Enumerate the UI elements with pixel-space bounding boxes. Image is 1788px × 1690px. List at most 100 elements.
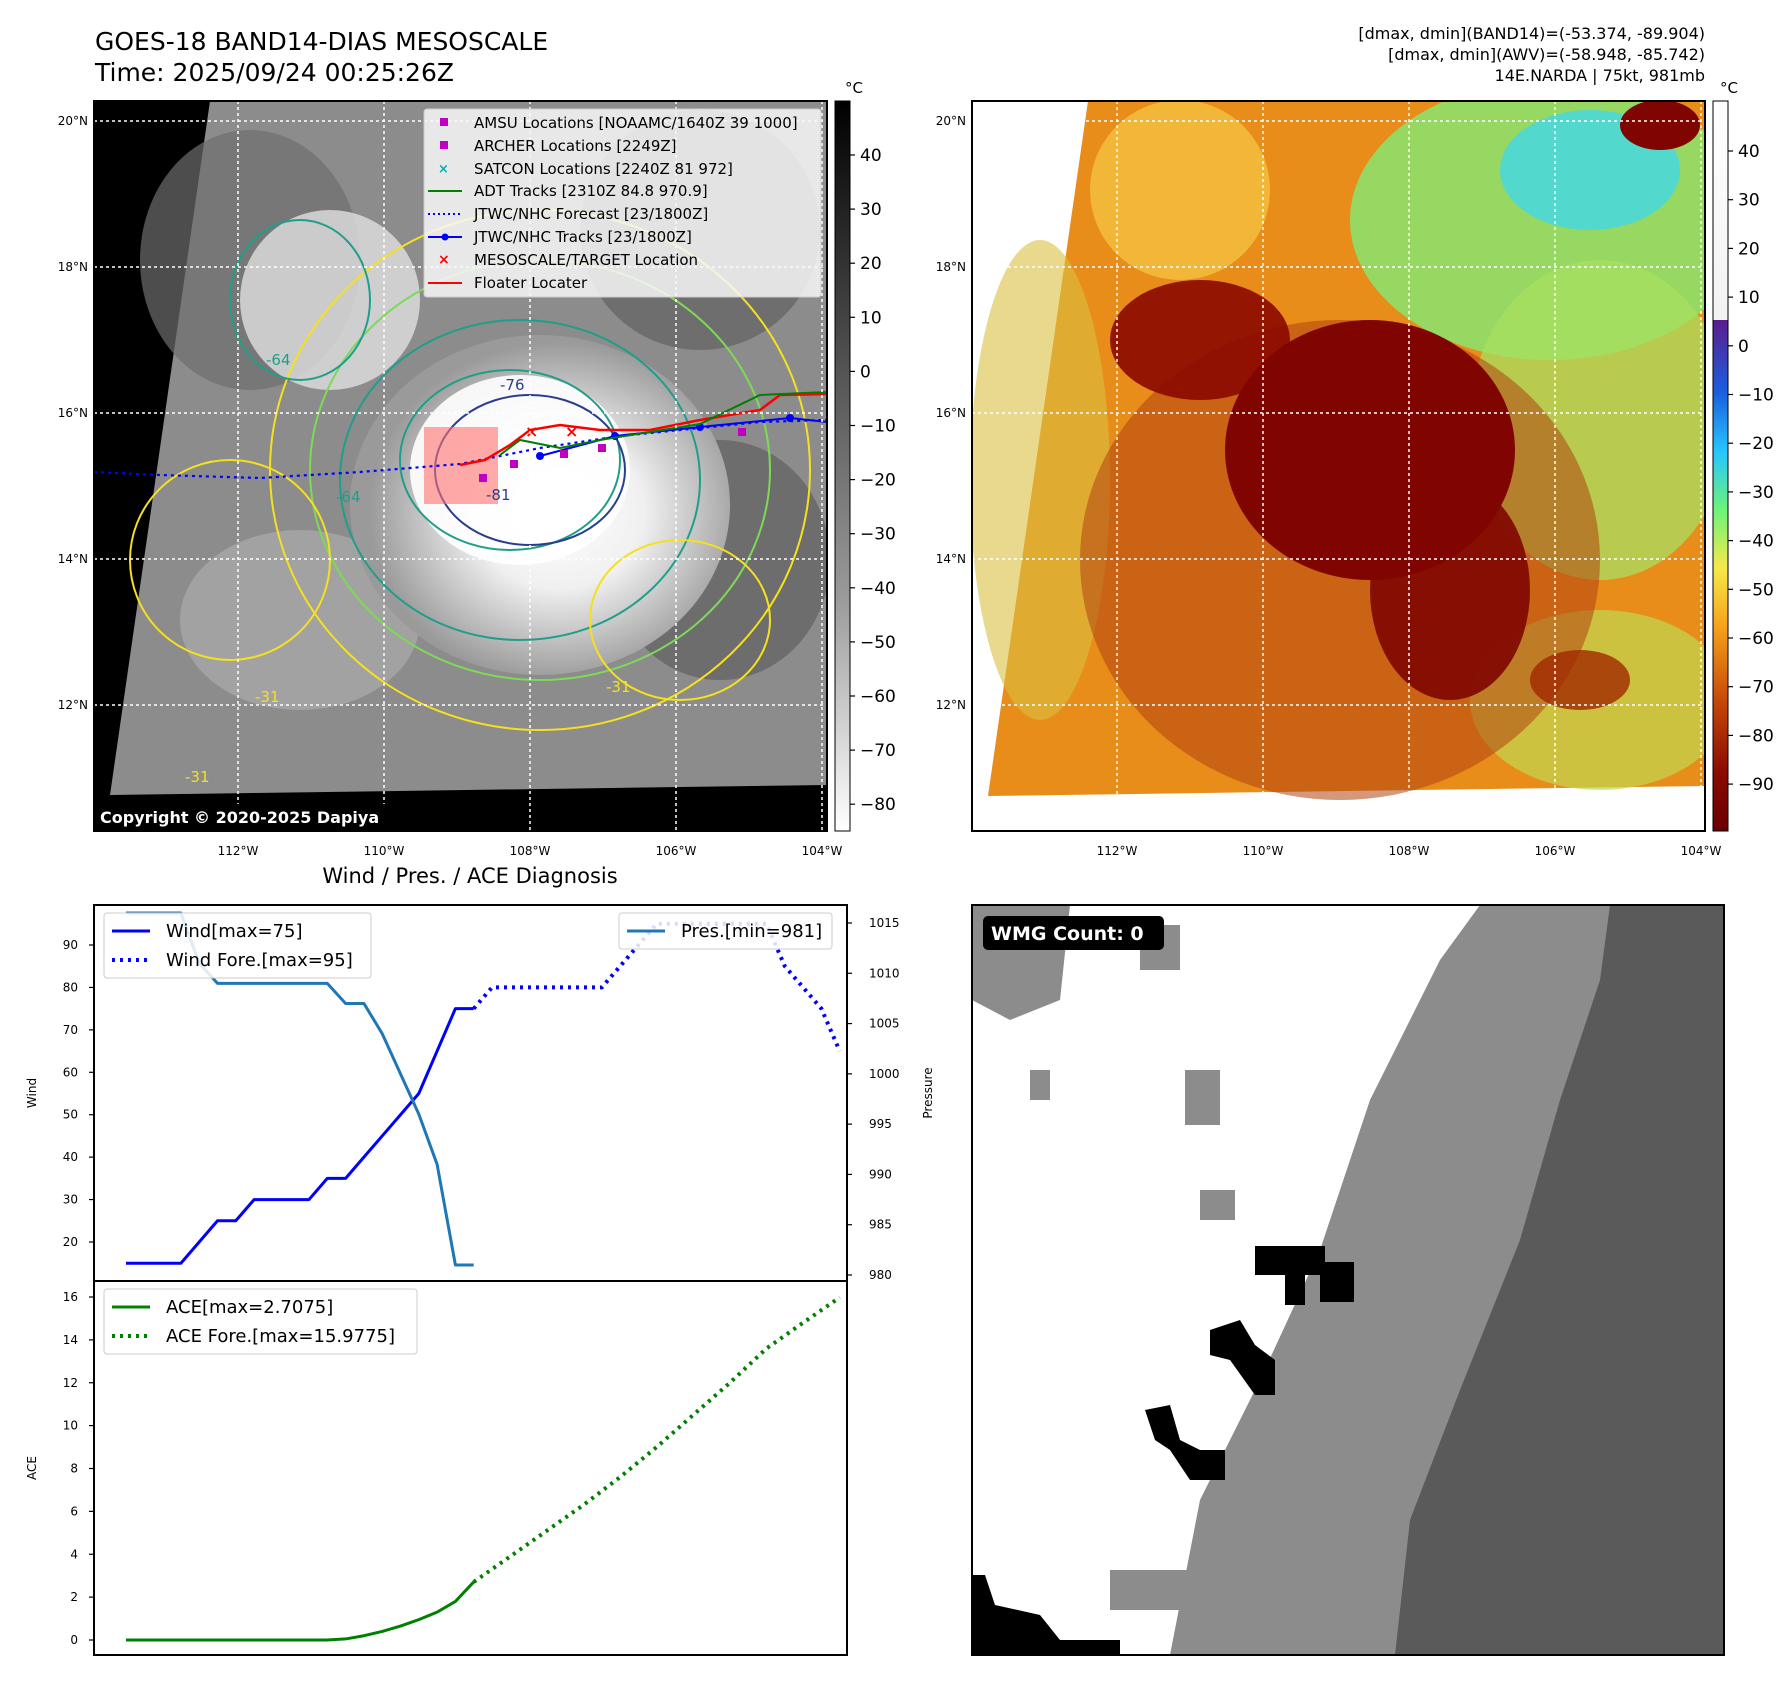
pressure-ylabel: Pressure [921,1067,935,1118]
awv-lat-14: 14°N [936,552,966,566]
legend-wind-fore: Wind Fore.[max=95] [166,950,353,971]
legend-floater: Floater Locater [474,274,588,292]
contour-label-6: -81 [486,486,511,504]
ir-legend: AMSU Locations [NOAAMC/1640Z 39 1000] AR… [423,108,822,298]
pressure-axis-tick-label-0: 980 [869,1268,892,1282]
wind-axis-tick-label-6: 80 [63,980,78,994]
ir-lat-labels: 20°N 18°N 16°N 14°N 12°N [58,114,88,712]
awv-lon-labels: 112°W 110°W 108°W 106°W 104°W [1097,844,1722,858]
contour-label-3: -31 [255,688,280,706]
awv-lat-labels: 20°N 18°N 16°N 14°N 12°N [936,114,966,712]
awv-lon-112: 112°W [1097,844,1138,858]
legend-amsu: AMSU Locations [NOAAMC/1640Z 39 1000] [474,114,798,132]
ir-colorbar-tick-label-10: −60 [860,687,896,707]
ace-series-line [126,1580,475,1642]
wind-axis-tick-label-2: 40 [63,1150,78,1164]
ace-axis-tick-label-0: 0 [70,1633,78,1647]
wind-axis-tick-label-4: 60 [63,1065,78,1079]
awv-lat-12: 12°N [936,698,966,712]
ace-axis-tick-label-2: 4 [70,1547,78,1561]
awv-colorbar-tick-label-9: −50 [1738,580,1774,600]
ir-lat-20: 20°N [58,114,88,128]
legend-tracks: JTWC/NHC Tracks [23/1800Z] [473,228,692,246]
ir-colorbar-unit: °C [845,79,863,97]
wind-series-line [126,1007,474,1265]
ir-colorbar-tick-label-0: 40 [860,146,882,166]
ace-axis-tick-label-8: 16 [63,1290,78,1304]
wind-axis-tick-label-1: 30 [63,1193,78,1207]
figure-time: Time: 2025/09/24 00:25:26Z [94,58,454,87]
awv-lon-108: 108°W [1389,844,1430,858]
awv-map-panel [971,100,1706,832]
ir-colorbar-tick-label-12: −80 [860,795,896,815]
wind-axis-tick-label-0: 20 [63,1235,78,1249]
awv-lon-106: 106°W [1535,844,1576,858]
ir-lon-108: 108°W [510,844,551,858]
pressure-axis-tick-label-2: 990 [869,1167,892,1181]
legend-wind: Wind[max=75] [166,921,303,942]
wind-axis-tick-label-5: 70 [63,1023,78,1037]
pressure-axis-tick-label-7: 1015 [869,916,900,930]
ir-colorbar-tick-label-5: −10 [860,417,896,437]
awv-colorbar-tick-label-0: 40 [1738,142,1760,162]
legend-satcon: SATCON Locations [2240Z 81 972] [474,160,733,178]
awv-colorbar-tick-label-12: −80 [1738,726,1774,746]
ir-lat-16: 16°N [58,406,88,420]
ace-plot: 0 2 4 6 8 10 12 14 16 ACE ACE[max=2.7075] ACE Fo… [25,1280,848,1656]
awv-colorbar-tick-label-7: −30 [1738,483,1774,503]
ace-axis-tick-label-6: 12 [63,1376,78,1390]
ace-axis-tick-label-3: 6 [70,1504,78,1518]
contour-label-5: -31 [606,678,631,696]
awv-lat-20: 20°N [936,114,966,128]
contour-label-4: -31 [185,768,210,786]
awv-colorbar-tick-label-5: −10 [1738,386,1774,406]
ir-colorbar-tick-label-7: −30 [860,525,896,545]
awv-lon-110: 110°W [1243,844,1284,858]
contour-label-2: -64 [336,488,361,506]
info-awv: [dmax, dmin](AWV)=(-58.948, -85.742) [1388,45,1705,64]
pressure-axis-tick-label-4: 1000 [869,1067,900,1081]
legend-ace-fore: ACE Fore.[max=15.9775] [166,1326,395,1347]
awv-colorbar-tick-label-10: −60 [1738,629,1774,649]
awv-colorbar-tick-label-6: −20 [1738,434,1774,454]
ir-lat-18: 18°N [58,260,88,274]
awv-colorbar-tick-label-2: 20 [1738,239,1760,259]
pressure-axis-tick-label-1: 985 [869,1218,892,1232]
ir-lon-110: 110°W [364,844,405,858]
legend-ace: ACE[max=2.7075] [166,1297,333,1318]
awv-colorbar-tick-label-13: −90 [1738,775,1774,795]
wmg-count-label: WMG Count: 0 [991,923,1144,945]
pressure-axis-tick-label-3: 995 [869,1117,892,1131]
wind-axis-tick-label-7: 90 [63,938,78,952]
ir-colorbar: °C 40 30 20 10 0 −10 −20 −30 −40 −50 −60 −70 −80 [834,79,896,832]
diagnosis-title: Wind / Pres. / ACE Diagnosis [322,864,617,888]
ace-axis-tick-label-4: 8 [70,1462,78,1476]
awv-colorbar-tick-label-11: −70 [1738,678,1774,698]
ir-lat-14: 14°N [58,552,88,566]
ir-lon-112: 112°W [218,844,259,858]
ir-colorbar-tick-label-3: 10 [860,308,882,328]
ace-forecast-series-line [472,1295,841,1584]
figure-title: GOES-18 BAND14-DIAS MESOSCALE [95,27,548,56]
wind-axis-tick-label-3: 50 [63,1108,78,1122]
awv-lat-16: 16°N [936,406,966,420]
pressure-axis-tick-label-5: 1005 [869,1017,900,1031]
wmg-panel: WMG Count: 0 [971,904,1725,1656]
ir-lon-labels: 112°W 110°W 108°W 106°W 104°W [218,844,843,858]
wind-pressure-plot: 20 30 40 50 60 70 80 90 980 985 990 995 1000 1005 101… [25,904,935,1282]
awv-colorbar-tick-label-1: 30 [1738,191,1760,211]
ir-colorbar-tick-label-11: −70 [860,741,896,761]
contour-label-0: -76 [500,376,525,394]
svg-text:×: × [565,422,578,441]
svg-text:×: × [438,162,449,177]
contour-label-1: -64 [266,351,291,369]
copyright-text: Copyright © 2020-2025 Dapiya [100,808,379,827]
ir-lat-12: 12°N [58,698,88,712]
legend-pressure: Pres.[min=981] [681,921,822,942]
ir-lon-106: 106°W [656,844,697,858]
legend-target: MESOSCALE/TARGET Location [474,251,698,269]
wind-forecast-series-line [472,921,842,1052]
legend-archer: ARCHER Locations [2249Z] [474,137,677,155]
ir-colorbar-tick-label-4: 0 [860,362,871,382]
ace-ylabel: ACE [25,1456,39,1480]
